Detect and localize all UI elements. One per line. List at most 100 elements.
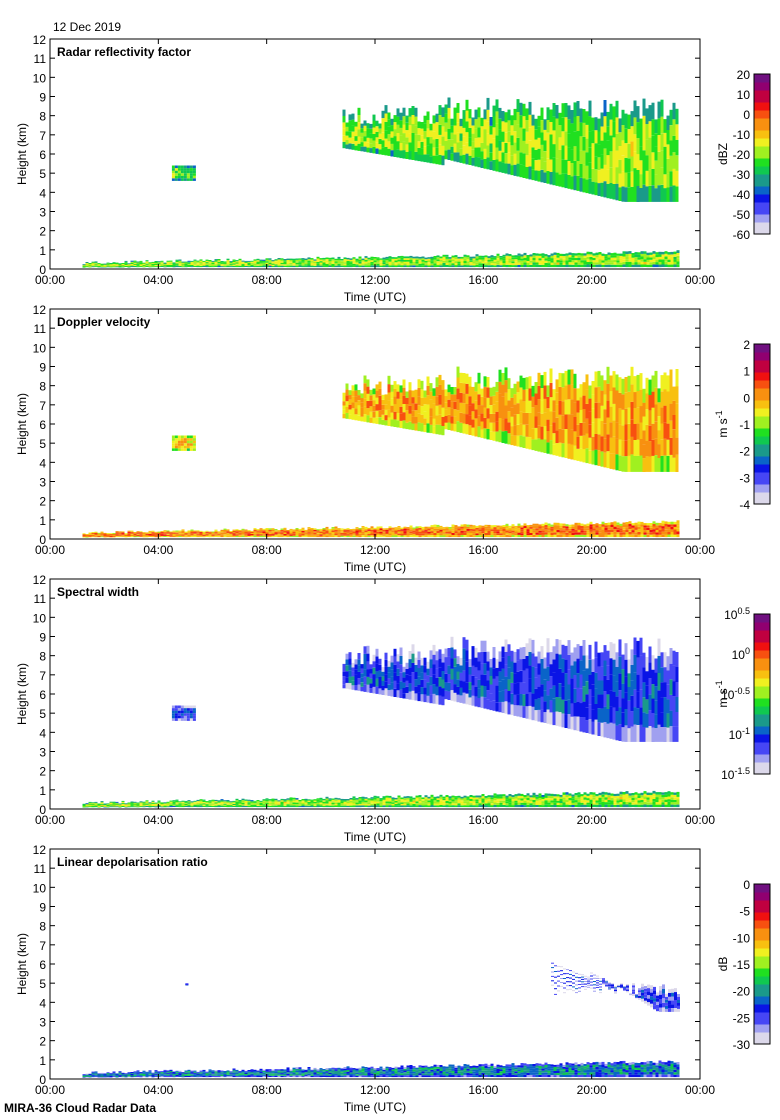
data-cell (490, 801, 494, 804)
data-cell (238, 258, 242, 261)
data-cell (424, 797, 428, 800)
data-cell (502, 800, 506, 803)
data-cell (268, 803, 272, 805)
data-cell (427, 262, 431, 264)
data-cell (91, 263, 95, 265)
data-cell (502, 263, 506, 265)
data-cell (130, 801, 134, 803)
data-cell (139, 531, 143, 533)
data-cell (429, 130, 433, 137)
data-cell (493, 525, 497, 528)
data-cell (406, 799, 410, 802)
data-cell (211, 535, 215, 537)
data-cell (307, 805, 311, 808)
data-cell (561, 415, 565, 430)
data-cell (361, 800, 365, 802)
data-cell (139, 804, 143, 806)
data-cell (540, 120, 544, 133)
data-cell (412, 529, 416, 531)
data-cell (633, 168, 637, 185)
data-cell (438, 144, 442, 155)
data-cell (415, 530, 419, 532)
data-cell (319, 802, 323, 804)
data-cell (516, 99, 520, 112)
data-cell (559, 262, 563, 265)
data-cell (307, 260, 311, 263)
data-cell (577, 264, 581, 268)
data-cell (381, 118, 385, 126)
data-cell (558, 400, 562, 415)
data-cell (654, 188, 658, 202)
data-cell (639, 174, 643, 188)
data-cell (421, 800, 425, 803)
data-cell (450, 146, 454, 154)
data-cell (568, 535, 572, 538)
data-cell (445, 799, 449, 801)
data-cell (139, 265, 143, 266)
data-cell (426, 111, 430, 120)
data-cell (319, 535, 323, 538)
data-cell (466, 257, 470, 260)
data-cell (186, 438, 190, 441)
data-cell (642, 444, 646, 459)
data-cell (307, 799, 311, 801)
data-cell (508, 525, 512, 528)
data-cell (289, 531, 293, 533)
data-cell (433, 257, 437, 260)
data-cell (394, 799, 398, 801)
colorbar-swatch (754, 154, 770, 159)
data-cell (418, 263, 422, 266)
data-cell (400, 530, 404, 533)
data-cell (646, 264, 650, 268)
data-cell (477, 137, 481, 148)
data-cell (316, 260, 320, 262)
data-cell (499, 257, 503, 260)
data-cell (397, 529, 401, 532)
data-cell (405, 130, 409, 138)
data-cell (463, 532, 467, 535)
data-cell (456, 103, 460, 113)
data-cell (337, 262, 341, 264)
data-cell (439, 265, 443, 268)
data-cell (271, 534, 275, 536)
data-cell (487, 265, 491, 268)
data-cell (601, 531, 605, 535)
data-cell (295, 261, 299, 263)
data-cell (298, 528, 302, 531)
data-cell (493, 259, 497, 262)
data-cell (414, 403, 418, 411)
data-cell (274, 533, 278, 535)
data-cell (274, 531, 278, 533)
y-tick-label: 7 (39, 129, 46, 143)
data-cell (363, 375, 367, 384)
data-cell (558, 162, 562, 175)
data-cell (402, 141, 406, 151)
data-cell (646, 252, 650, 256)
data-cell (403, 800, 407, 802)
data-cell (183, 165, 187, 169)
data-cell (357, 129, 361, 137)
data-cell (670, 534, 674, 538)
data-cell (214, 803, 218, 805)
data-cell (448, 262, 452, 264)
data-cell (414, 116, 418, 126)
data-cell (103, 534, 107, 536)
data-cell (426, 137, 430, 146)
data-cell (504, 405, 508, 419)
data-cell (445, 256, 449, 259)
data-cell (517, 255, 521, 259)
data-cell (586, 525, 590, 528)
data-cell (478, 797, 482, 800)
data-cell (385, 263, 389, 266)
data-cell (414, 125, 418, 135)
data-cell (112, 801, 116, 803)
data-cell (448, 535, 452, 538)
data-cell (667, 526, 671, 530)
data-cell (634, 259, 638, 263)
data-cell (472, 525, 476, 528)
data-cell (310, 262, 314, 265)
data-cell (256, 803, 260, 805)
colorbar-tick-label: 10 (737, 88, 751, 102)
y-tick-label: 3 (39, 476, 46, 490)
x-tick-label: 04:00 (143, 543, 173, 557)
